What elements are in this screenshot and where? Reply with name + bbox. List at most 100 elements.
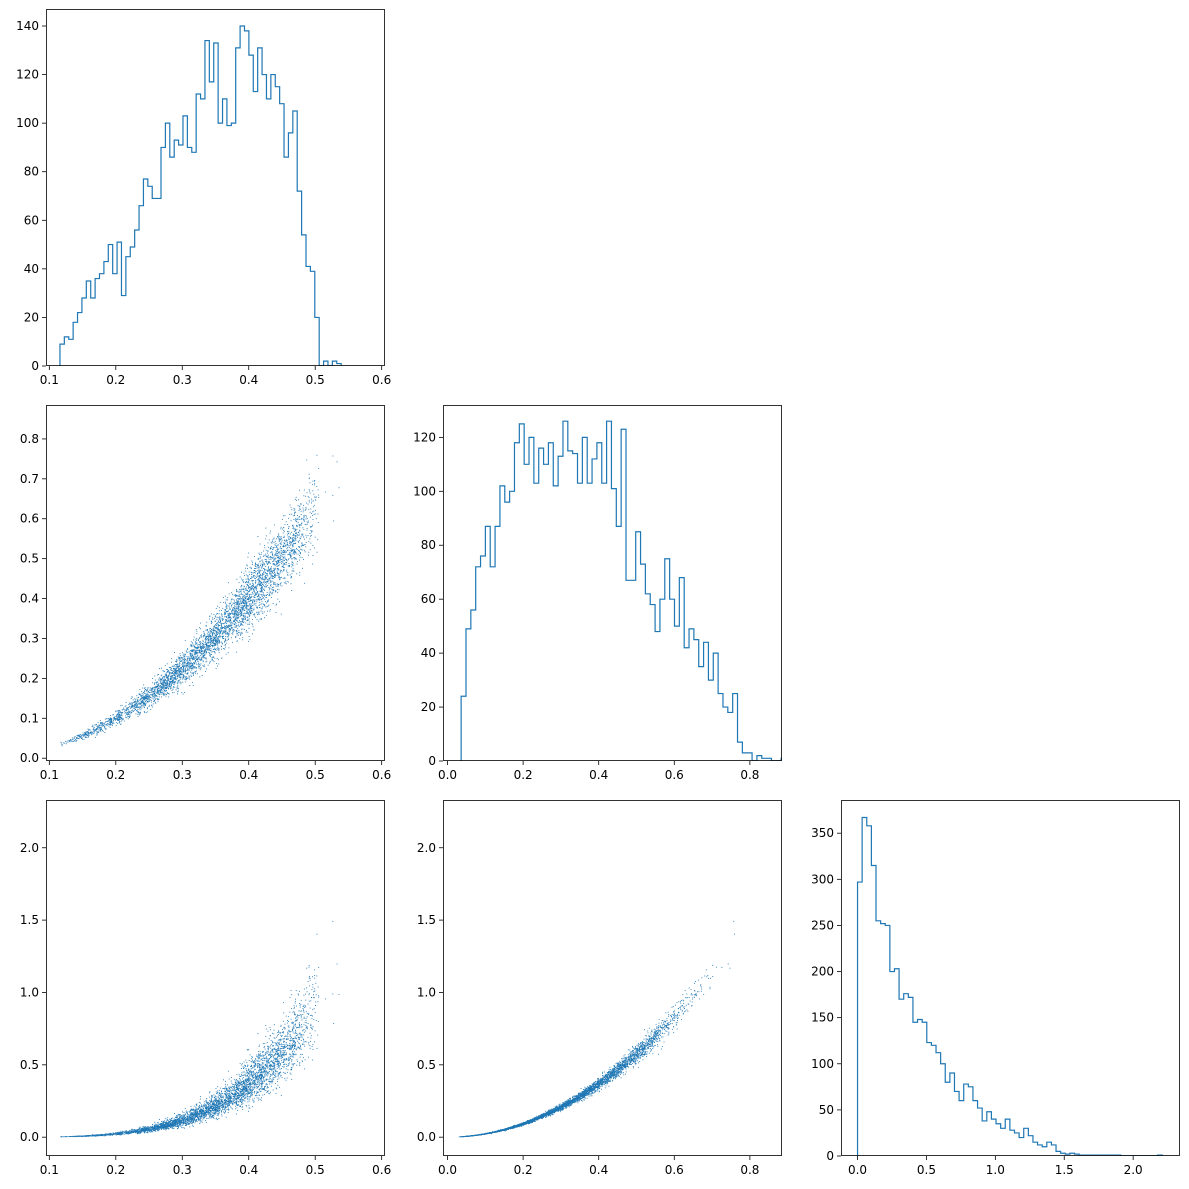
scatter-param-1-vs-2-point [153, 690, 154, 692]
scatter-param-1-vs-2-point [144, 698, 146, 700]
scatter-param-1-vs-2-point [269, 587, 270, 589]
scatter-param-1-vs-2-xtick-label: 0.3 [173, 768, 192, 782]
scatter-param-1-vs-3-point [298, 1038, 300, 1040]
scatter-param-1-vs-2-point [253, 575, 255, 576]
scatter-param-1-vs-2-point [218, 636, 220, 638]
scatter-param-1-vs-2-point [237, 595, 239, 597]
scatter-param-1-vs-2-point [232, 593, 234, 595]
scatter-param-1-vs-3-point [211, 1110, 213, 1112]
scatter-param-1-vs-2-point [260, 618, 262, 620]
scatter-param-1-vs-2-point [266, 602, 268, 604]
scatter-param-1-vs-2-point [228, 603, 230, 605]
scatter-param-1-vs-2-point [241, 618, 243, 620]
scatter-param-1-vs-3-point [273, 1024, 275, 1026]
scatter-param-1-vs-2-point [259, 597, 261, 599]
scatter-param-1-vs-2-point [204, 658, 206, 660]
scatter-param-1-vs-2-point [247, 583, 248, 585]
scatter-param-1-vs-2-point [248, 597, 250, 598]
scatter-param-1-vs-2-point [199, 637, 200, 639]
scatter-param-1-vs-2-point [226, 621, 228, 623]
scatter-param-1-vs-3-point [244, 1086, 246, 1088]
scatter-param-1-vs-2-point [298, 499, 299, 501]
scatter-param-1-vs-2-point [190, 650, 192, 651]
scatter-param-1-vs-2-point [164, 677, 166, 679]
scatter-param-1-vs-2-point [213, 645, 215, 647]
scatter-param-1-vs-2-point [156, 695, 157, 696]
scatter-param-1-vs-2-point [221, 642, 223, 644]
scatter-param-1-vs-2-point [258, 599, 260, 600]
scatter-param-1-vs-2-point [196, 673, 198, 675]
scatter-param-1-vs-2-point [106, 724, 108, 726]
scatter-param-1-vs-2-point [239, 595, 240, 597]
scatter-param-1-vs-2-point [278, 556, 280, 558]
scatter-param-1-vs-2-point [260, 590, 261, 592]
scatter-param-1-vs-2-point [90, 732, 92, 734]
scatter-param-1-vs-2-point [303, 514, 305, 516]
scatter-param-1-vs-3-point [243, 1097, 245, 1099]
scatter-param-1-vs-2-point [292, 539, 294, 541]
scatter-param-1-vs-2-point [230, 617, 231, 618]
scatter-param-1-vs-2-point [72, 737, 74, 739]
scatter-param-1-vs-2-point [256, 592, 258, 594]
scatter-param-1-vs-2-point [262, 586, 263, 588]
scatter-param-1-vs-2-point [127, 718, 129, 720]
scatter-param-1-vs-2-point [225, 610, 227, 612]
scatter-param-1-vs-2-point [207, 648, 209, 650]
scatter-param-1-vs-2-point [222, 596, 224, 598]
scatter-param-1-vs-2-point [238, 631, 240, 633]
scatter-param-1-vs-2-point [205, 671, 206, 672]
scatter-param-1-vs-2-point [137, 700, 139, 702]
scatter-param-1-vs-3-point [215, 1088, 217, 1089]
scatter-param-1-vs-2-point [234, 620, 236, 622]
scatter-param-1-vs-2-point [237, 603, 238, 605]
scatter-param-1-vs-2-point [292, 525, 294, 527]
scatter-param-1-vs-3-point [284, 1063, 286, 1065]
scatter-param-1-vs-2-point [252, 624, 254, 626]
scatter-param-1-vs-3-point [139, 1130, 141, 1132]
scatter-param-1-vs-2-point [144, 691, 146, 693]
scatter-param-1-vs-3-point [268, 1054, 270, 1056]
scatter-param-1-vs-2-point [207, 631, 209, 633]
scatter-param-1-vs-2-point [235, 613, 237, 615]
scatter-param-1-vs-2-point [259, 590, 261, 592]
scatter-param-1-vs-2-point [222, 637, 224, 639]
scatter-param-1-vs-2-point [226, 640, 228, 641]
scatter-param-1-vs-3-point [157, 1122, 158, 1124]
scatter-param-1-vs-2-point [203, 652, 205, 654]
scatter-param-1-vs-2-point [161, 682, 163, 684]
scatter-param-1-vs-2-point [191, 668, 193, 670]
scatter-param-1-vs-2-point [249, 586, 251, 588]
scatter-param-1-vs-2-point [146, 689, 148, 691]
scatter-param-1-vs-2-point [231, 605, 233, 606]
scatter-param-1-vs-2-point [277, 592, 279, 594]
scatter-param-1-vs-2-point [152, 695, 154, 697]
scatter-param-1-vs-2-point [165, 693, 167, 695]
scatter-param-1-vs-2-point [189, 685, 191, 686]
hist-param-1-ytick-label: 120 [16, 68, 39, 82]
scatter-param-1-vs-2-point [265, 527, 267, 529]
scatter-param-1-vs-2-point [157, 698, 159, 700]
scatter-param-1-vs-2-point [264, 576, 266, 578]
scatter-param-1-vs-2-point [241, 578, 243, 580]
scatter-param-1-vs-2-point [208, 641, 210, 643]
scatter-param-1-vs-2-point [288, 533, 290, 535]
scatter-param-1-vs-2-point [243, 603, 244, 604]
scatter-param-1-vs-2-point [197, 644, 199, 646]
scatter-param-1-vs-2-point [215, 632, 217, 634]
scatter-param-1-vs-2-point [129, 712, 131, 713]
scatter-param-1-vs-2-point [138, 696, 140, 698]
scatter-param-1-vs-2-point [108, 719, 110, 720]
scatter-param-1-vs-2-point [266, 582, 268, 584]
scatter-param-1-vs-2-point [166, 680, 168, 682]
scatter-param-1-vs-2-point [116, 716, 118, 718]
scatter-param-1-vs-2-point [237, 603, 238, 605]
scatter-param-1-vs-2-point [224, 644, 226, 645]
scatter-param-1-vs-2-point [200, 648, 202, 650]
scatter-param-1-vs-2-point [187, 673, 188, 675]
scatter-param-1-vs-2-point [74, 736, 76, 737]
scatter-param-1-vs-2-point [155, 687, 157, 688]
scatter-param-1-vs-2-point [248, 582, 250, 584]
scatter-param-1-vs-2-point [192, 656, 194, 658]
scatter-param-1-vs-2-point [217, 637, 219, 639]
scatter-param-1-vs-2-point [250, 612, 252, 613]
